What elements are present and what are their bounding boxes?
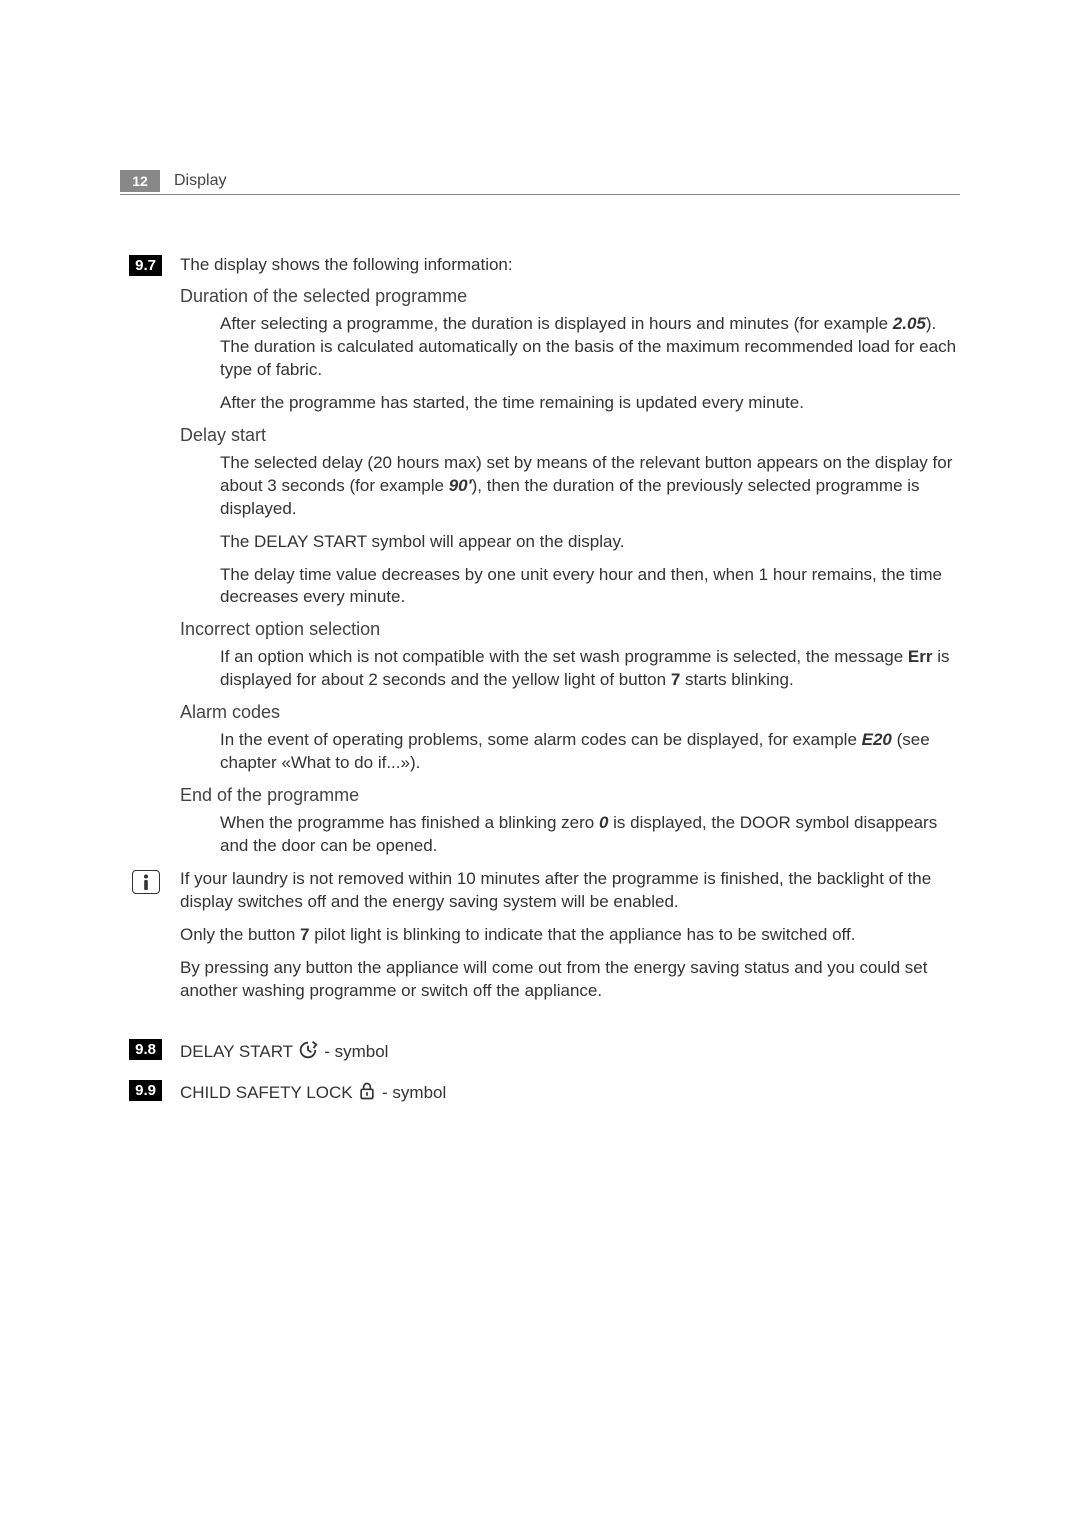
duration-p1: After selecting a programme, the duratio… [220, 313, 960, 382]
page-number-badge: 12 [120, 170, 160, 192]
incorrect-p1: If an option which is not compatible wit… [220, 646, 960, 692]
section-badge-9-7: 9.7 [129, 255, 162, 276]
subhead-delay: Delay start [180, 425, 960, 446]
info-p3: By pressing any button the appliance wil… [180, 957, 960, 1003]
info-p1: If your laundry is not removed within 10… [180, 868, 960, 914]
delay-p1: The selected delay (20 hours max) set by… [220, 452, 960, 521]
page-header: 12 Display [120, 170, 960, 195]
intro-text: The display shows the following informat… [180, 255, 513, 274]
delay-start-label: DELAY START - symbol [180, 1042, 388, 1061]
duration-p2: After the programme has started, the tim… [220, 392, 960, 415]
section-title: Display [174, 172, 226, 190]
section-badge-9-9: 9.9 [129, 1080, 162, 1101]
clock-arrow-icon [297, 1039, 319, 1066]
section-badge-9-8: 9.8 [129, 1039, 162, 1060]
subhead-incorrect: Incorrect option selection [180, 619, 960, 640]
subhead-duration: Duration of the selected programme [180, 286, 960, 307]
info-icon [132, 870, 160, 894]
delay-p2: The DELAY START symbol will appear on th… [220, 531, 960, 554]
subhead-end: End of the programme [180, 785, 960, 806]
end-p1: When the programme has finished a blinki… [220, 812, 960, 858]
delay-p3: The delay time value decreases by one un… [220, 564, 960, 610]
subhead-alarm: Alarm codes [180, 702, 960, 723]
info-p2: Only the button 7 pilot light is blinkin… [180, 924, 960, 947]
lock-icon [357, 1080, 377, 1107]
alarm-p1: In the event of operating problems, some… [220, 729, 960, 775]
child-lock-label: CHILD SAFETY LOCK - symbol [180, 1083, 446, 1102]
